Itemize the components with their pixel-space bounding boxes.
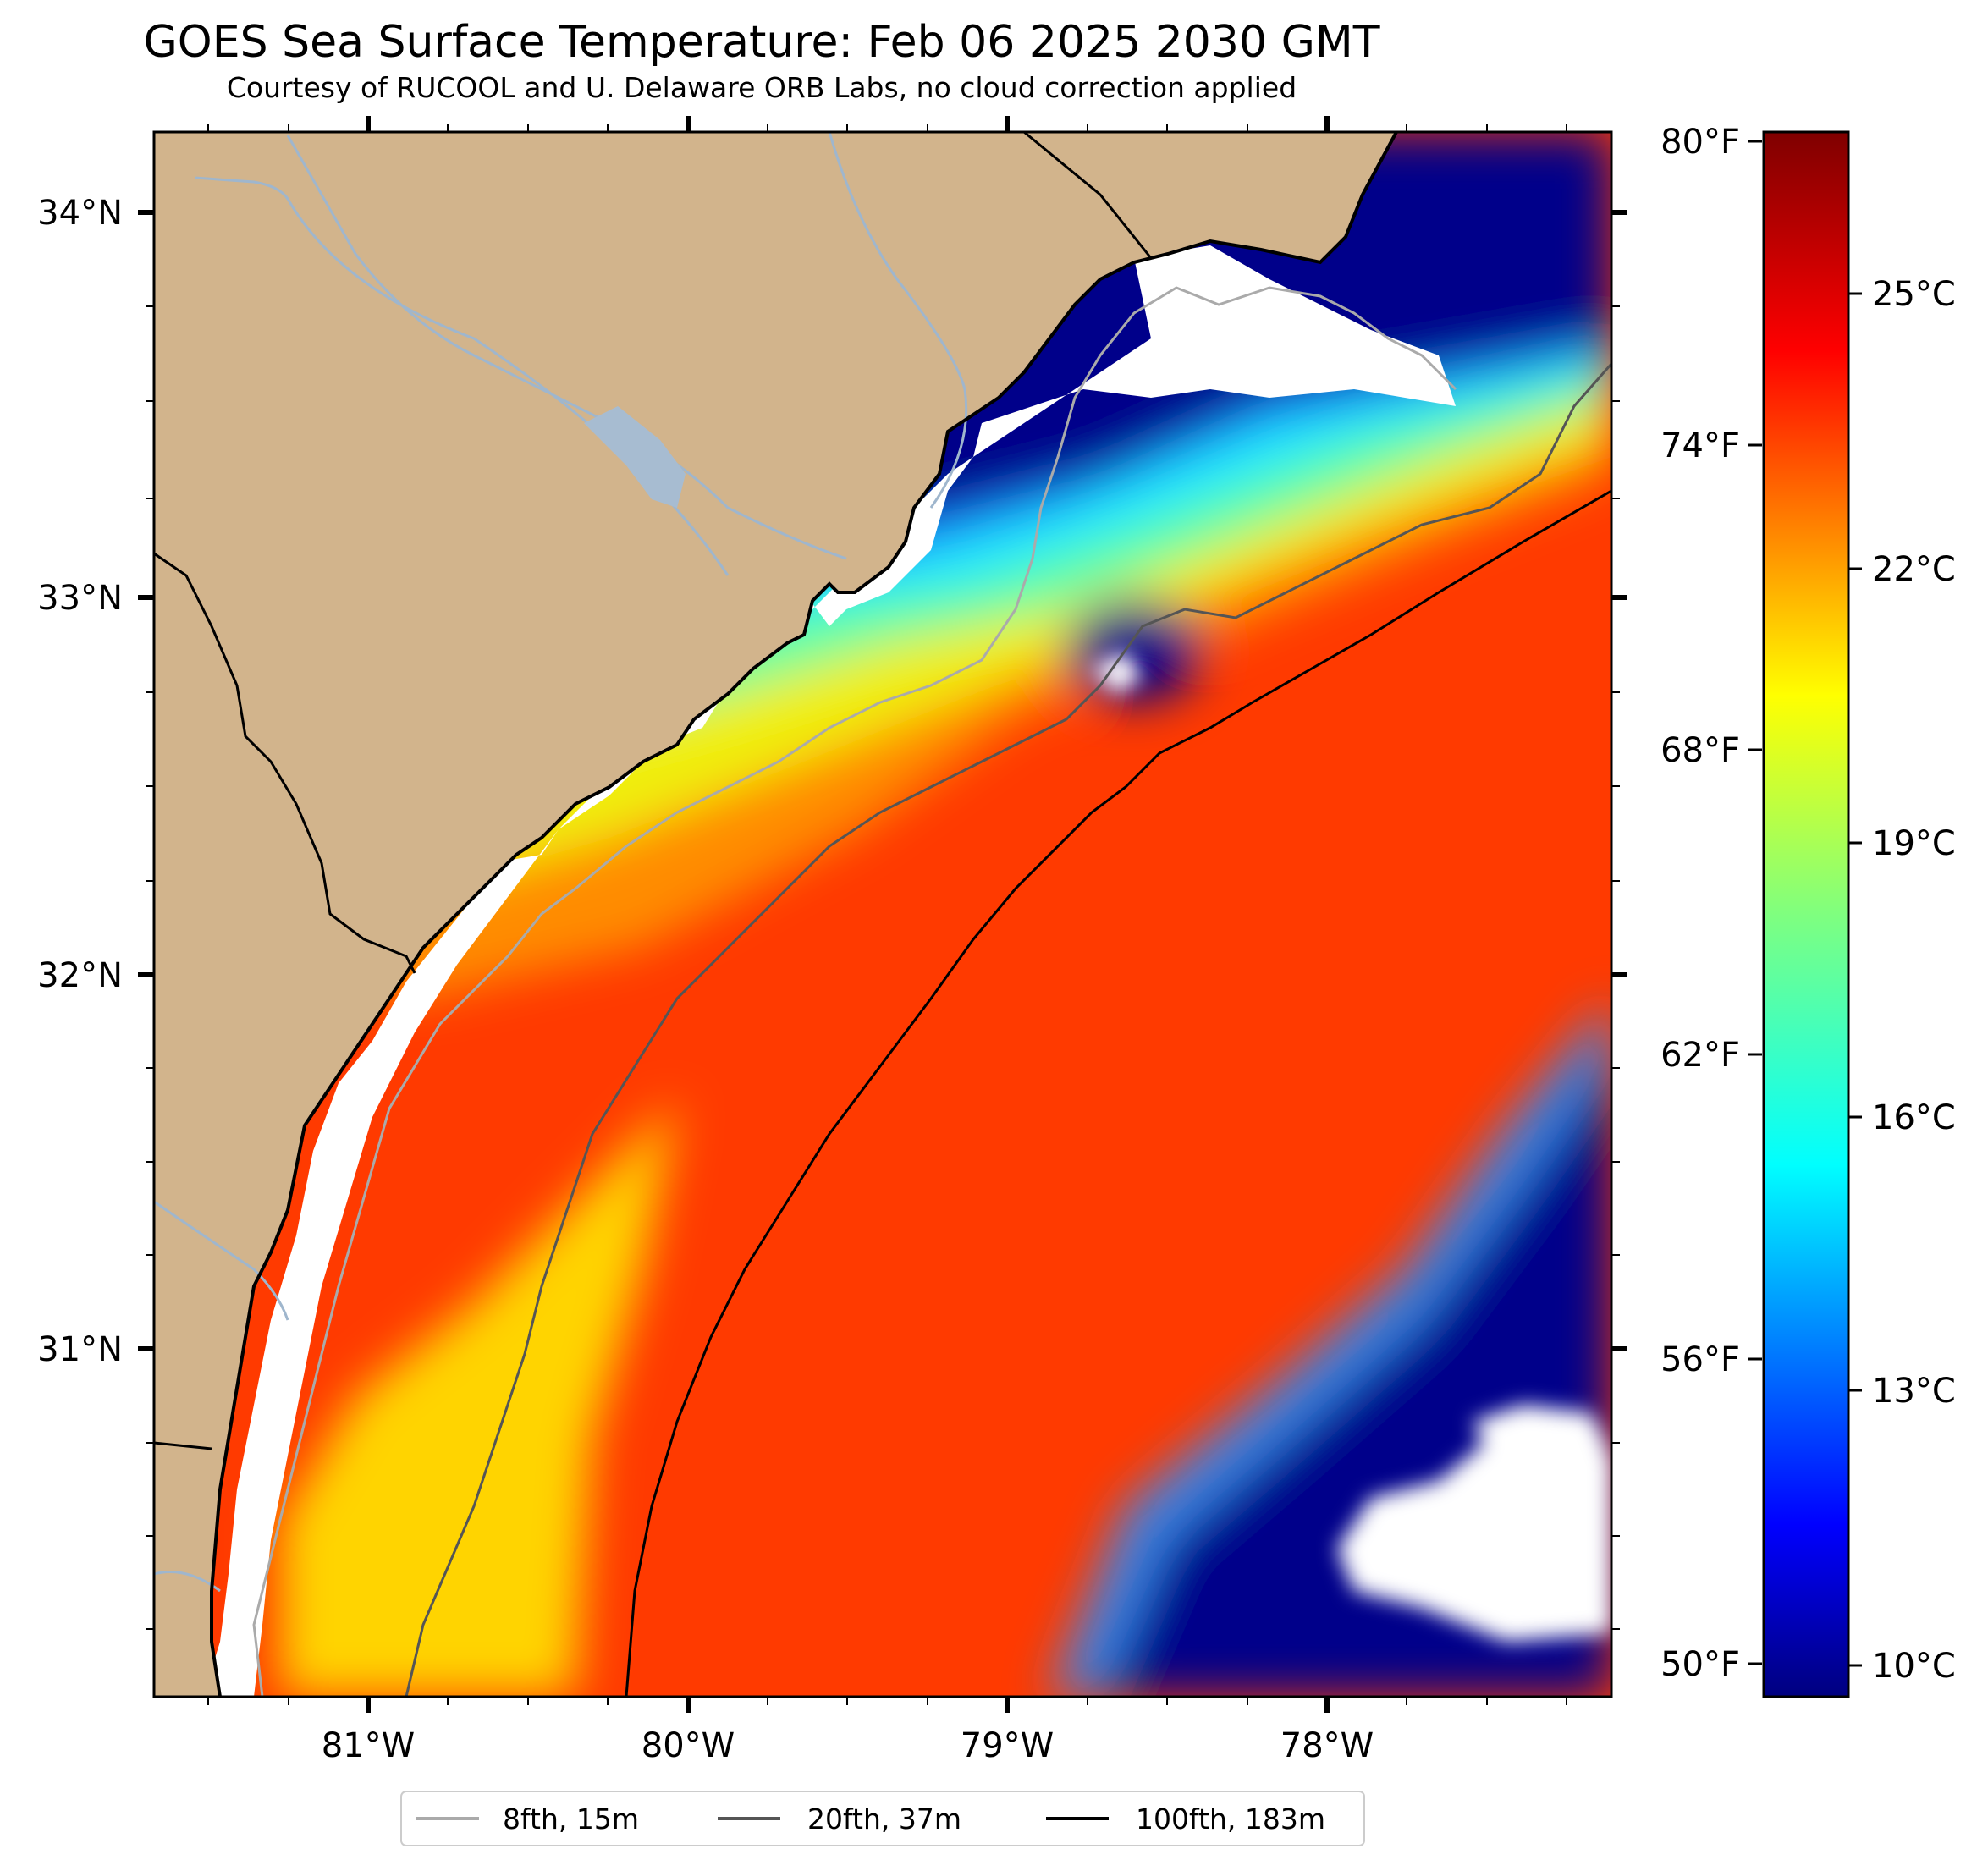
border-ga-fl [154,1441,212,1450]
map-frame [152,130,1613,1698]
nearshore-no-data-band [203,245,1456,1697]
colorbar [1762,130,1850,1698]
state-borders [154,132,1153,1450]
c-label-13: 13°C [1872,1372,1956,1411]
lon-label-78w: 78°W [1280,1726,1374,1765]
c-label-25: 25°C [1872,275,1956,314]
f-label-50: 50°F [1660,1645,1740,1684]
f-label-56: 56°F [1660,1340,1740,1379]
f-label-80: 80°F [1660,123,1740,162]
border-nc-sc [1023,132,1153,259]
lat-label-34n: 34°N [37,194,123,233]
sst-south-shelf-yellow [279,1100,677,1697]
minor-ticks [146,124,1620,1705]
map-title: GOES Sea Surface Temperature: Feb 06 202… [143,17,1380,68]
c-label-19: 19°C [1872,824,1956,863]
c-label-10: 10°C [1872,1647,1956,1686]
fahrenheit-scale: 80°F 74°F 68°F 62°F 56°F 50°F [1660,123,1762,1684]
c-label-22: 22°C [1872,550,1956,589]
lat-label-32n: 32°N [37,956,123,995]
legend-label-100fth: 100fth, 183m [1136,1802,1325,1835]
lat-label-33n: 33°N [37,579,123,618]
map-area [154,132,1611,1697]
coastline [210,132,1398,1697]
celsius-scale: 25°C 22°C 19°C 16°C 13°C 10°C [1848,275,1956,1686]
legend-label-20fth: 20fth, 37m [807,1802,961,1835]
lake-marion [584,406,686,508]
no-data-cloud-eddy [1092,652,1143,694]
river-savannah [154,1200,289,1321]
legend-label-8fth: 8fth, 15m [503,1802,639,1835]
sst-cold-eddy [1066,601,1202,702]
sst-southeast-front [1049,999,1611,1697]
f-label-74: 74°F [1660,426,1740,465]
lon-label-81w: 81°W [322,1726,415,1765]
major-ticks [138,116,1627,1713]
border-sc-ga [154,552,416,974]
isobath-20fth [405,363,1611,1697]
lat-label-31n: 31°N [37,1330,123,1369]
legend-box [400,1791,1365,1846]
c-label-16: 16°C [1872,1098,1956,1137]
f-label-68: 68°F [1660,731,1740,770]
river-pee-dee [286,135,847,560]
no-data-cloud-southeast [1473,1405,1608,1464]
no-data-cloud-south [1337,1422,1611,1642]
map-subtitle: Courtesy of RUCOOL and U. Delaware ORB L… [226,71,1297,104]
isobath-legend: 8fth, 15m 20fth, 37m 100fth, 183m [400,1791,1365,1846]
f-label-62: 62°F [1660,1036,1740,1075]
isobath-8fth [252,286,1457,1697]
isobath-100fth [625,489,1611,1697]
lon-label-80w: 80°W [642,1726,735,1765]
river-waccamaw [828,132,968,509]
land-mass [154,132,1396,1697]
no-data-areas [1092,652,1611,1642]
lon-label-79w: 79°W [961,1726,1054,1765]
